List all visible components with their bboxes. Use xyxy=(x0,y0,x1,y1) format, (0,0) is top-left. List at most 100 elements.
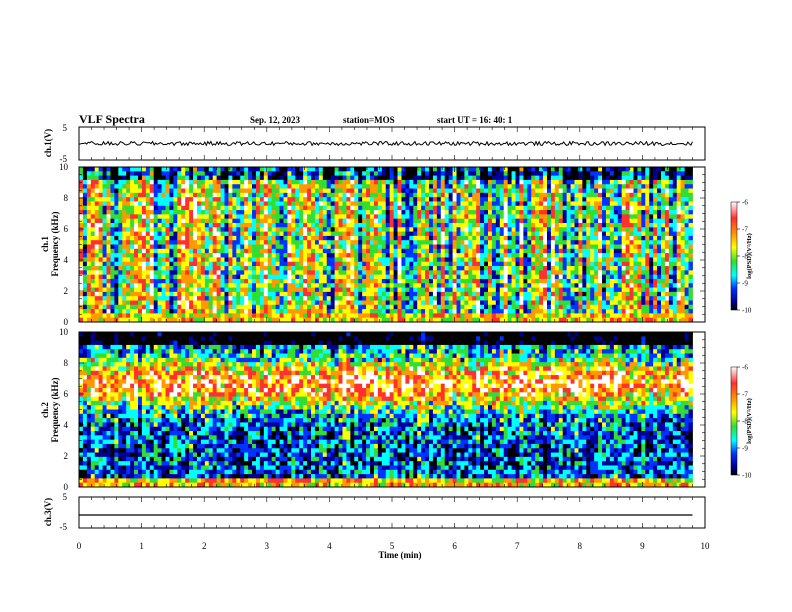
spectrogram-cell xyxy=(102,188,107,194)
spectrogram-cell xyxy=(562,235,568,241)
spectrogram-cell xyxy=(134,287,139,293)
spectrogram-cell xyxy=(90,184,96,189)
spectrogram-cell xyxy=(507,300,512,306)
spectrogram-cell xyxy=(381,184,387,189)
spectrogram-cell xyxy=(283,253,288,258)
spectrogram-cell xyxy=(409,313,414,319)
spectrogram-cell xyxy=(322,184,328,189)
spectrogram-cell xyxy=(480,304,485,310)
spectrogram-cell xyxy=(566,167,571,172)
spectrogram-cell xyxy=(342,304,347,310)
spectrogram-cell xyxy=(452,179,457,185)
spectrogram-cell xyxy=(546,274,552,280)
spectrogram-cell xyxy=(220,304,225,310)
spectrogram-cell xyxy=(287,197,292,202)
spectrogram-cell xyxy=(566,278,571,284)
spectrogram-cell xyxy=(586,205,591,211)
spectrogram-cell xyxy=(255,222,261,228)
spectrogram-cell xyxy=(578,201,583,207)
spectrogram-cell xyxy=(535,287,540,293)
spectrogram-cell xyxy=(165,167,170,172)
spectrogram-cell xyxy=(354,300,359,306)
spectrogram-cell xyxy=(200,218,206,224)
spectrogram-cell xyxy=(558,227,564,232)
spectrogram-cell xyxy=(122,171,127,177)
spectrogram-cell xyxy=(259,218,265,224)
spectrogram-cell xyxy=(212,218,218,224)
spectrogram-cell xyxy=(531,261,536,267)
spectrogram-cell xyxy=(397,192,402,198)
spectrogram-cell xyxy=(373,171,379,177)
spectrogram-cell xyxy=(432,309,438,314)
spectrogram-cell xyxy=(228,278,233,284)
spectrogram-cell xyxy=(499,222,505,228)
spectrogram-cell xyxy=(346,184,351,189)
spectrogram-cell xyxy=(385,197,391,202)
spectrogram-cell xyxy=(259,227,265,232)
spectrogram-cell xyxy=(421,179,426,185)
spectrogram-cell xyxy=(137,300,143,306)
spectrogram-cell xyxy=(448,192,453,198)
spectrogram-cell xyxy=(401,257,406,263)
spectrogram-cell xyxy=(314,210,320,215)
spectrogram-cell xyxy=(436,205,442,211)
spectrogram-cell xyxy=(220,283,225,288)
spectrogram-cell xyxy=(326,257,332,263)
spectrogram-cell xyxy=(322,274,328,280)
spectrogram-cell xyxy=(114,309,119,314)
spectrogram-cell xyxy=(307,300,312,306)
spectrogram-cell xyxy=(275,270,280,276)
spectrogram-cell xyxy=(342,210,347,215)
spectrogram-cell xyxy=(255,296,261,301)
spectrogram-cell xyxy=(220,205,225,211)
spectrogram-cell xyxy=(527,227,532,232)
spectrogram-cell xyxy=(370,210,375,215)
spectrogram-cell xyxy=(177,261,182,267)
spectrogram-cell xyxy=(126,179,131,185)
spectrogram-cell xyxy=(590,296,595,301)
spectrogram-cell xyxy=(114,201,119,207)
spectrogram-cell xyxy=(126,240,131,245)
spectrogram-cell xyxy=(311,274,316,280)
spectrogram-cell xyxy=(362,175,367,181)
spectrogram-cell xyxy=(440,205,446,211)
spectrogram-cell xyxy=(543,270,548,276)
spectrogram-cell xyxy=(200,257,206,263)
spectrogram-cell xyxy=(224,287,229,293)
spectrogram-cell xyxy=(381,270,387,276)
spectrogram-cell xyxy=(499,179,505,185)
spectrogram-cell xyxy=(326,227,332,232)
spectrogram-cell xyxy=(189,214,194,220)
spectrogram-cell xyxy=(503,227,509,232)
spectrogram-cell xyxy=(366,313,371,319)
spectrogram-cell xyxy=(487,291,493,297)
spectrogram-cell xyxy=(228,167,233,172)
spectrogram-cell xyxy=(153,248,159,254)
spectrogram-cell xyxy=(373,309,379,314)
spectrogram-cell xyxy=(381,240,387,245)
spectrogram-cell xyxy=(425,257,430,263)
spectrogram-cell xyxy=(267,274,273,280)
spectrogram-cell xyxy=(550,222,556,228)
spectrogram-cell xyxy=(287,214,292,220)
spectrogram-cell xyxy=(185,278,190,284)
spectrogram-cell xyxy=(79,235,84,241)
spectrogram-cell xyxy=(114,274,119,280)
spectrogram-cell xyxy=(338,257,343,263)
spectrogram-cell xyxy=(263,248,269,254)
spectrogram-cell xyxy=(484,248,489,254)
spectrogram-cell xyxy=(79,171,84,177)
spectrogram-cell xyxy=(185,287,190,293)
spectrogram-cell xyxy=(598,231,603,237)
spectrogram-cell xyxy=(499,278,505,284)
spectrogram-cell xyxy=(468,227,473,232)
spectrogram-cell xyxy=(102,201,107,207)
spectrogram-cell xyxy=(444,309,450,314)
spectrogram-cell xyxy=(252,291,257,297)
spectrogram-cell xyxy=(602,192,607,198)
spectrogram-cell xyxy=(440,244,446,250)
spectrogram-cell xyxy=(594,210,599,215)
spectrogram-cell xyxy=(244,235,249,241)
spectrogram-cell xyxy=(487,210,493,215)
spectrogram-cell xyxy=(82,283,88,288)
